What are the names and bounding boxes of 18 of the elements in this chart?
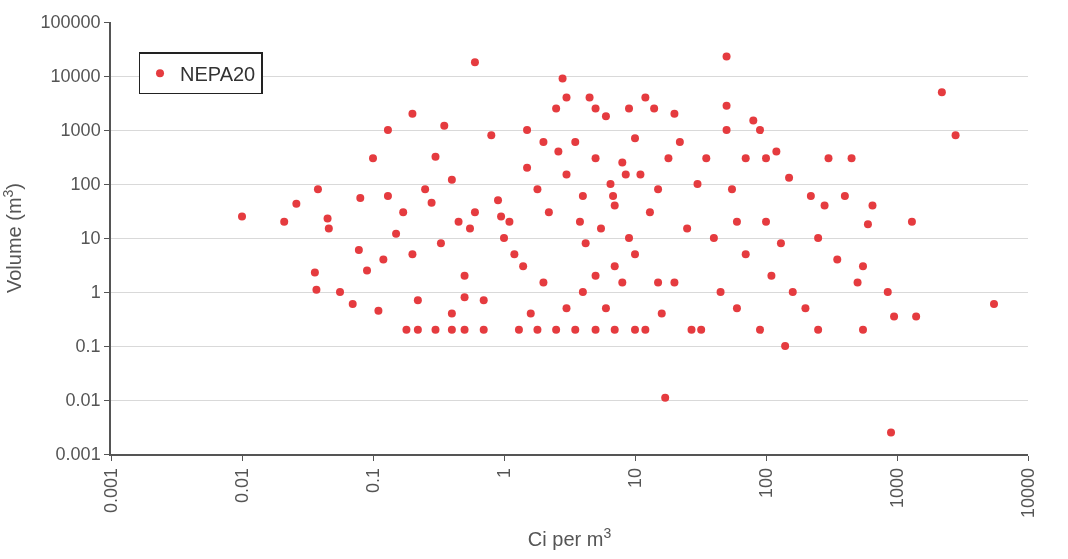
legend-label: NEPA20 [180,63,256,86]
y-tick-label: 100000 [40,12,101,33]
x-tick-label: 10 [624,467,645,488]
y-tick-label: 10 [80,228,101,249]
x-axis-title: Ci per m$^{3}$ [527,524,612,551]
y-tick-label: 0.01 [65,390,101,411]
y-tick-label: 10000 [50,66,101,87]
y-tick-label: 0.001 [55,444,101,465]
x-tick-label: 1 [493,467,514,478]
y-tick-label: 100 [70,174,101,195]
y-tick-label: 0.1 [75,336,101,357]
y-tick-label: 1 [90,282,101,303]
x-tick-label: 0.1 [362,467,383,493]
y-tick-label: 1000 [60,120,101,141]
x-tick-label: 10000 [1017,467,1038,519]
x-tick-label: 100 [755,467,776,498]
x-tick-label: 1000 [886,467,907,508]
x-tick-label: 0.01 [231,467,252,503]
